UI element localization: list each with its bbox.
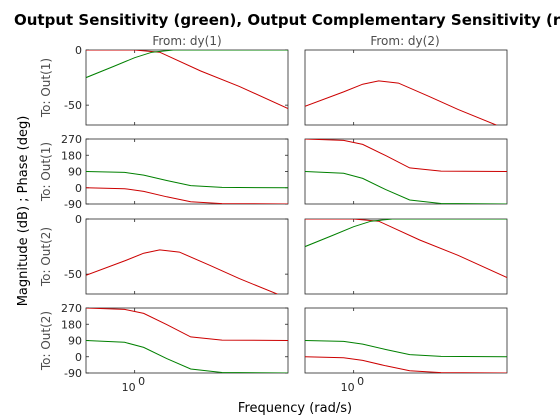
y-tick-label: 270 [61,133,82,146]
y-tick-label: -90 [64,367,82,380]
sensitivity-line [86,50,288,79]
panel-r3c1: 0 -50 To: Out(2) [39,213,289,295]
y-tick-label: 90 [68,335,82,348]
complementary-sensitivity-line [305,80,498,125]
complementary-sensitivity-line [86,249,279,294]
x-tick-exponent: 0 [138,375,145,388]
y-tick-label: 0 [75,44,82,57]
sensitivity-line [86,340,288,373]
complementary-sensitivity-line [86,187,288,204]
x-axis-label: Frequency (rad/s) [238,401,352,416]
x-tick-exponent: 0 [357,375,364,388]
plot-frame [85,218,289,295]
sensitivity-line [305,171,507,204]
row-label-1: To: Out(1) [39,58,53,118]
panel-r1c1: 0 -50 To: Out(1) [39,44,289,126]
y-tick-label: -50 [64,99,82,112]
plot-frame [304,49,508,126]
plot-frame [85,49,289,126]
sensitivity-line [305,340,507,358]
y-tick-label: 90 [68,166,82,179]
y-tick-label: 0 [75,213,82,226]
column-label-2: From: dy(2) [370,34,439,48]
sensitivity-line [305,219,507,248]
panel-r4c2: 10 0 [304,307,508,394]
panel-r3c2 [304,218,508,295]
x-tick-label: 10 [122,381,136,394]
plot-frame [304,218,508,295]
x-tick-label: 10 [341,381,355,394]
panel-grid: 0 -50 To: Out(1) 270 180 90 0 -90 To: Out(1) 0 -50… [39,44,508,394]
complementary-sensitivity-line [86,50,288,109]
y-tick-label: 180 [61,149,82,162]
figure-title: Output Sensitivity (green), Output Compl… [14,11,560,29]
y-tick-label: -50 [64,268,82,281]
y-tick-label: 270 [61,302,82,315]
column-label-1: From: dy(1) [152,34,221,48]
panel-r2c2 [304,138,508,205]
plot-frame [304,307,508,374]
y-tick-label: 0 [75,351,82,364]
complementary-sensitivity-line [305,356,507,373]
complementary-sensitivity-line [305,219,507,278]
y-tick-label: -90 [64,198,82,211]
plot-frame [85,138,289,205]
axis-labels: From: dy(1) From: dy(2) Frequency (rad/s… [16,34,440,416]
row-label-2: To: Out(1) [39,142,53,202]
sensitivity-line [86,171,288,189]
complementary-sensitivity-line [86,308,288,341]
panel-r2c1: 270 180 90 0 -90 To: Out(1) [39,133,289,211]
row-label-3: To: Out(2) [39,227,53,287]
y-axis-label: Magnitude (dB) ; Phase (deg) [16,116,31,307]
y-tick-label: 180 [61,318,82,331]
y-tick-label: 0 [75,182,82,195]
panel-r1c2 [304,49,508,126]
row-label-4: To: Out(2) [39,311,53,371]
complementary-sensitivity-line [305,139,507,172]
